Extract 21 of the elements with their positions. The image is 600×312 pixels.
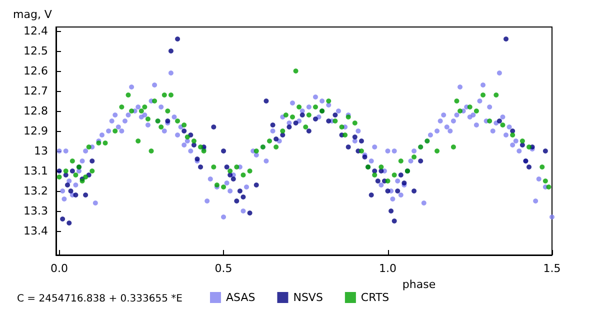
y-tick-label: 13.2 [24,184,48,198]
y-tick-label: 13.1 [24,164,48,178]
x-tick-label: 0.5 [214,262,232,275]
x-tick-label: 1.5 [543,262,561,275]
legend-label: CRTS [360,291,390,304]
y-tick-label: 12.5 [24,44,48,58]
y-tick-label: 12.7 [24,84,48,98]
x-tick-label: 1.0 [379,262,397,275]
y-tick-label: 12.4 [24,24,48,38]
y-tick-label: 12.9 [24,124,48,138]
y-axis-title: mag, V [13,8,52,21]
legend-label: NSVS [293,291,323,304]
y-tick-label: 13 [34,144,48,158]
x-axis-title: phase [402,278,436,291]
legend-label: ASAS [226,291,256,304]
y-tick-label: 12.8 [24,104,48,118]
y-tick-label: 13.4 [24,224,48,238]
text: C = 2454716.838 + 0.333655 *E [17,294,182,304]
y-tick-label: 13.3 [24,204,48,218]
x-tick-label: 0.0 [50,262,68,275]
y-tick-label: 12.6 [24,64,48,78]
